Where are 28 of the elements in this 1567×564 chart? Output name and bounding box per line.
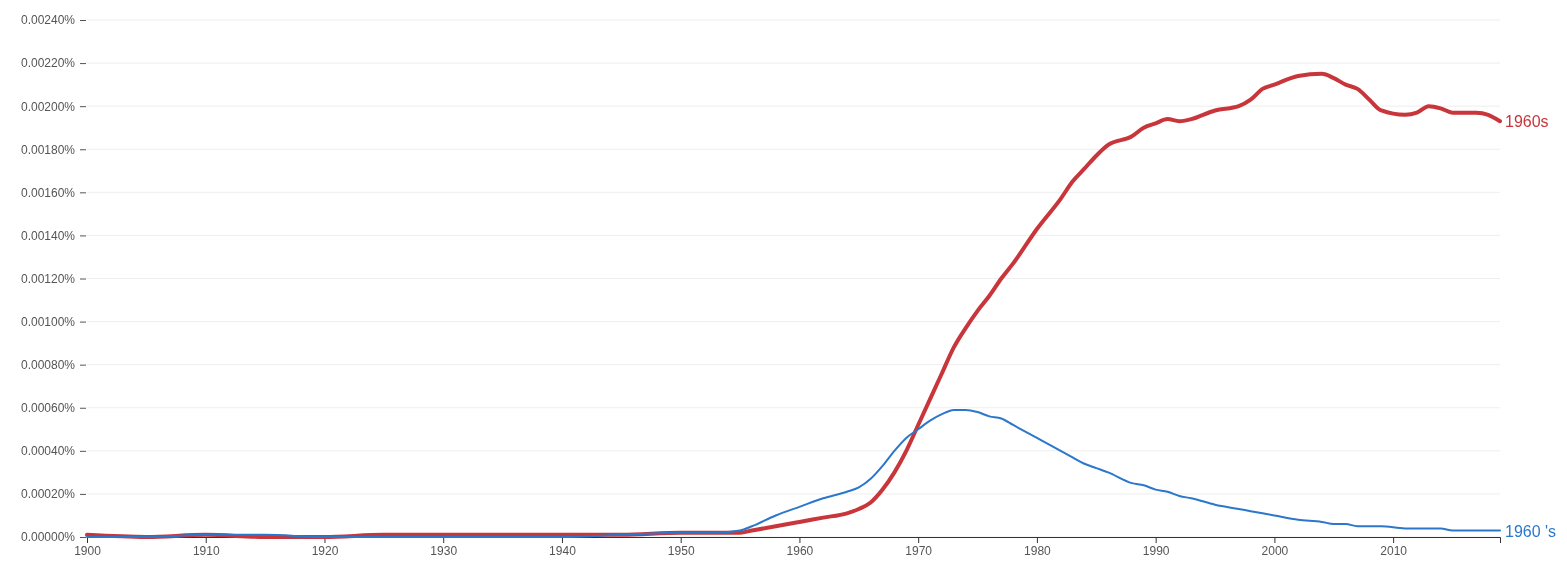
x-tick-label: 1970 xyxy=(905,543,933,558)
x-tick-label: 1900 xyxy=(74,543,102,558)
x-tick-label: 1930 xyxy=(430,543,458,558)
y-tick-label: 0.00040% xyxy=(20,444,76,459)
series-label: 1960 's xyxy=(1505,522,1557,540)
x-tick-label: 1940 xyxy=(549,543,577,558)
x-tick-label: 2010 xyxy=(1380,543,1408,558)
y-tick-label: 0.00140% xyxy=(20,228,76,243)
x-tick-label: 1910 xyxy=(192,543,220,558)
y-tick-label: 0.00220% xyxy=(20,56,76,71)
y-tick-label: 0.00160% xyxy=(20,185,76,200)
y-tick-label: 0.00120% xyxy=(20,271,76,286)
x-tick-label: 1950 xyxy=(667,543,695,558)
y-tick-label: 0.00200% xyxy=(20,99,76,114)
x-tick-label: 2000 xyxy=(1261,543,1289,558)
x-tick-label: 1990 xyxy=(1142,543,1170,558)
y-tick-label: 0.00240% xyxy=(20,13,76,28)
line-series xyxy=(86,408,1501,538)
y-tick-label: 0.00060% xyxy=(20,401,76,416)
y-tick-label: 0.00080% xyxy=(20,358,76,373)
x-tick-label: 1980 xyxy=(1024,543,1052,558)
y-tick-label: 0.00020% xyxy=(20,487,76,502)
y-tick-label: 0.00100% xyxy=(20,314,76,329)
y-tick-label: 0.00180% xyxy=(20,142,76,157)
series-label: 1960s xyxy=(1505,113,1549,131)
x-tick-label: 1920 xyxy=(311,543,339,558)
x-tick-label: 1960 xyxy=(786,543,814,558)
y-tick-label: 0.00000% xyxy=(20,530,76,545)
